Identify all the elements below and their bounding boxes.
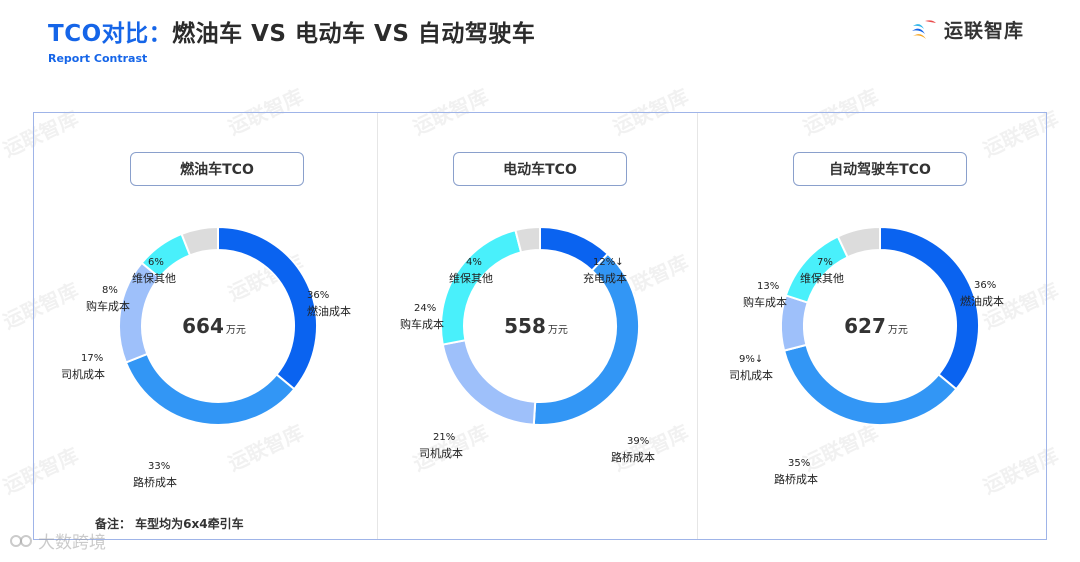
center-total: 558 万元 <box>504 314 568 338</box>
title-prefix: TCO对比： <box>48 21 173 47</box>
donut-slice-driver <box>441 339 537 426</box>
slice-label: 36% 燃油成本 <box>307 290 351 318</box>
brand-logo: 运联智库 <box>910 16 1024 43</box>
chart-title-fuel: 燃油车TCO <box>130 152 304 186</box>
bottom-watermark: 大数跨境 <box>10 528 106 553</box>
donut-chart-autonomous: 627 万元 <box>780 225 980 426</box>
slice-label: 21% 司机成本 <box>419 432 463 460</box>
chart-frame <box>33 112 1047 540</box>
slice-label: 12%↓ 充电成本 <box>583 257 627 285</box>
donut-slice-road <box>782 343 958 426</box>
chart-title-autonomous: 自动驾驶车TCO <box>793 152 967 186</box>
slice-label: 4% 维保其他 <box>449 257 493 285</box>
logo-text: 运联智库 <box>944 20 1025 42</box>
slice-label: 8% 购车成本 <box>86 285 130 313</box>
donut-slice-maintenance <box>514 225 541 254</box>
logo-icon <box>912 19 936 39</box>
panel-divider <box>697 113 698 539</box>
chart-title-electric: 电动车TCO <box>453 152 627 186</box>
page-subtitle: Report Contrast <box>48 52 148 65</box>
donut-slice-maintenance <box>836 225 881 259</box>
slice-label: 6% 维保其他 <box>132 257 176 285</box>
slice-label: 17% 司机成本 <box>61 353 105 381</box>
slice-label: 13% 购车成本 <box>743 281 787 309</box>
slice-label: 7% 维保其他 <box>800 257 844 285</box>
donut-chart-fuel: 664 万元 <box>118 225 318 426</box>
center-total: 664 万元 <box>182 314 246 338</box>
donut-slice-maintenance <box>180 225 219 257</box>
donut-slice-fuel <box>217 225 318 391</box>
page-title: TCO对比：燃油车 VS 电动车 VS 自动驾驶车 <box>48 14 535 48</box>
slice-label: 33% 路桥成本 <box>133 461 177 489</box>
slice-label: 24% 购车成本 <box>400 303 444 331</box>
donut-chart-electric: 558 万元 <box>440 225 640 426</box>
donut-slice-road <box>124 352 296 426</box>
slice-label: 39% 路桥成本 <box>611 436 655 464</box>
slice-label: 36% 燃油成本 <box>960 280 1004 308</box>
panel-divider <box>377 113 378 539</box>
slice-label: 9%↓ 司机成本 <box>729 354 773 382</box>
center-total: 627 万元 <box>844 314 908 338</box>
footnote: 备注： 车型均为6x4牵引车 <box>95 517 244 531</box>
slice-label: 35% 路桥成本 <box>774 458 818 486</box>
quote-icon <box>10 534 32 547</box>
title-text: 燃油车 VS 电动车 VS 自动驾驶车 <box>172 21 536 47</box>
